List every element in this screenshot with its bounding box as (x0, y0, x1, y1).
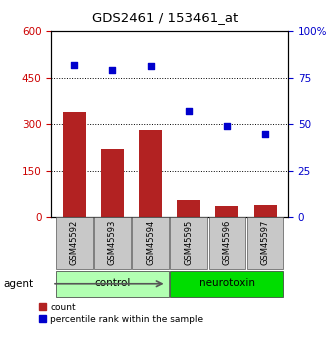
Bar (56, 270, 169, 297)
Legend: count, percentile rank within the sample: count, percentile rank within the sample (39, 303, 203, 324)
Text: control: control (94, 278, 130, 288)
Text: GSM45594: GSM45594 (146, 220, 155, 265)
Point (262, 131, 268, 136)
Bar (170, 270, 283, 297)
Point (224, 123, 229, 129)
Bar (177, 200, 200, 217)
Text: GSM45592: GSM45592 (70, 220, 79, 265)
Bar (56, 217, 93, 269)
Point (71, 62, 77, 67)
Bar (247, 217, 283, 269)
Bar (94, 217, 131, 269)
Text: GSM45595: GSM45595 (184, 220, 193, 265)
Text: neurotoxin: neurotoxin (199, 278, 255, 288)
Text: agent: agent (3, 279, 33, 289)
Bar (170, 217, 207, 269)
Text: GDS2461 / 153461_at: GDS2461 / 153461_at (92, 11, 239, 24)
Text: GSM45593: GSM45593 (108, 220, 117, 265)
Point (186, 108, 191, 114)
Bar (63, 112, 86, 217)
Bar (132, 217, 169, 269)
Bar (101, 149, 124, 217)
Bar (209, 217, 245, 269)
Text: GSM45597: GSM45597 (260, 220, 269, 265)
Bar (139, 130, 162, 217)
Bar (215, 206, 238, 217)
Point (148, 64, 153, 69)
Point (110, 67, 115, 73)
Bar (254, 205, 276, 217)
Text: GSM45596: GSM45596 (222, 220, 231, 265)
